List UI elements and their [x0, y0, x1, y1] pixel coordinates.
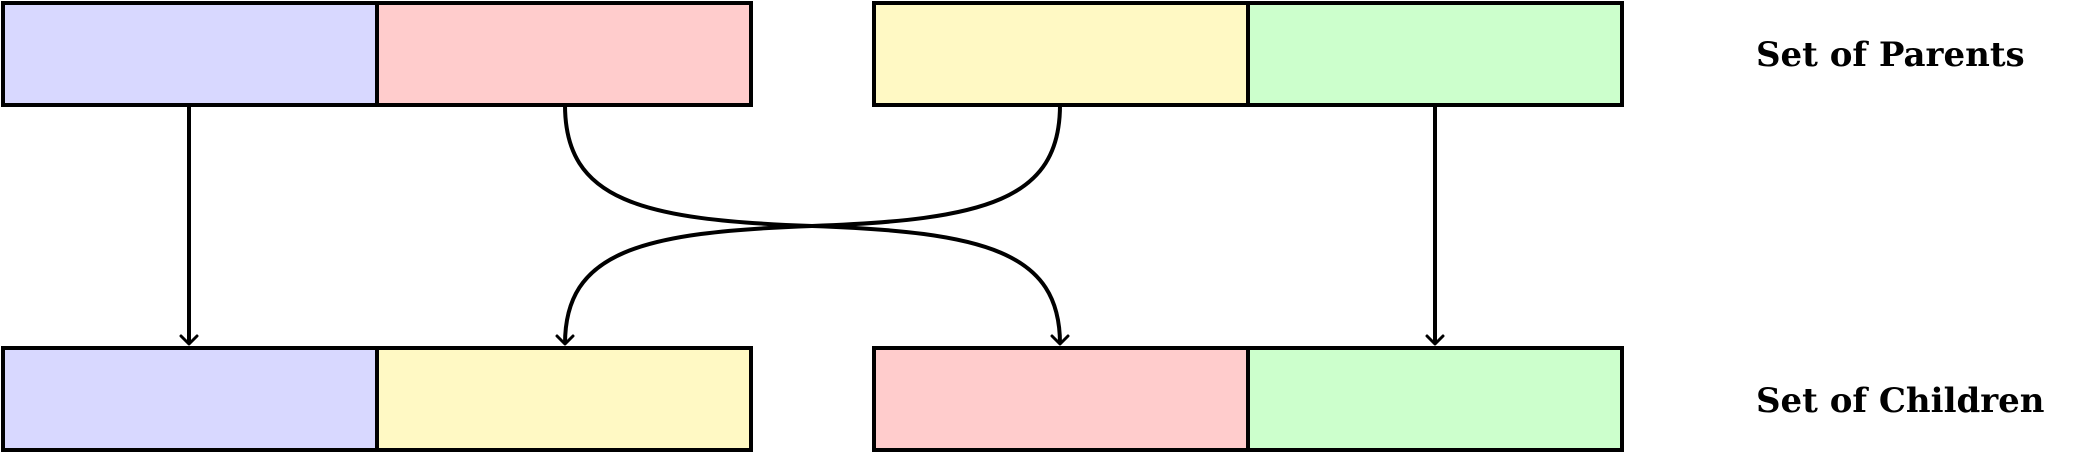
crossover-curve-yellow-in — [811, 104, 1062, 228]
parent-2-segment-1 — [872, 1, 1250, 107]
parent-1 — [1, 1, 753, 107]
parent-1-segment-1 — [1, 1, 379, 107]
arrow-yellow-crossover — [555, 224, 813, 346]
set-of-children-label: Set of Children — [1756, 381, 2045, 421]
set-of-parents-label: Set of Parents — [1756, 35, 2025, 75]
arrow-red-crossover — [811, 224, 1070, 346]
parent-2-segment-2 — [1246, 1, 1624, 107]
child-1 — [1, 346, 753, 452]
parent-1-segment-2 — [375, 1, 753, 107]
child-2-segment-1 — [872, 346, 1250, 452]
child-2 — [872, 346, 1624, 452]
parent-2 — [872, 1, 1624, 107]
crossover-curve-red-in — [563, 104, 813, 228]
child-1-segment-2 — [375, 346, 753, 452]
child-2-segment-2 — [1246, 346, 1624, 452]
child-1-segment-1 — [1, 346, 379, 452]
